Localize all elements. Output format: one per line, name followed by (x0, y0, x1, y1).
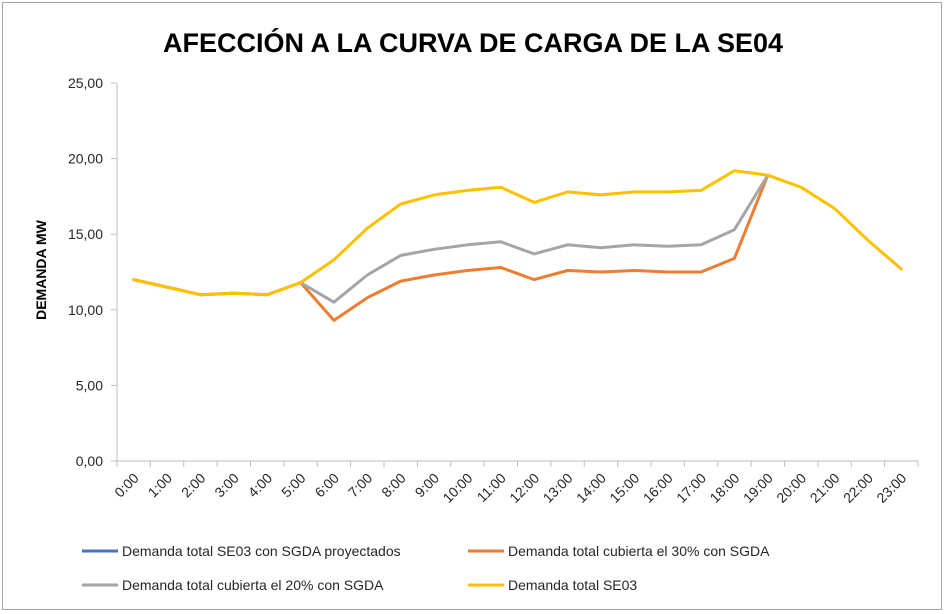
legend-entry: Demanda total cubierta el 30% con SGDA (508, 543, 770, 559)
x-tick-label: 6:00 (311, 470, 342, 501)
chart-title: AFECCIÓN A LA CURVA DE CARGA DE LA SE04 (163, 27, 783, 58)
y-tick-label: 25,00 (68, 75, 103, 91)
y-axis-label: DEMANDA MW (33, 219, 49, 320)
y-tick-label: 0,00 (76, 453, 103, 469)
legend-entry: Demanda total SE03 (508, 577, 637, 593)
x-tick-label: 1:00 (145, 470, 176, 501)
x-tick-label: 21:00 (807, 470, 843, 506)
x-tick-label: 0:00 (111, 470, 142, 501)
x-tick-label: 20:00 (773, 470, 809, 506)
x-tick-label: 17:00 (673, 470, 709, 506)
x-tick-label: 10:00 (439, 470, 475, 506)
x-tick-label: 5:00 (278, 470, 309, 501)
x-tick-label: 9:00 (412, 470, 443, 501)
x-tick-label: 22:00 (840, 470, 876, 506)
x-tick-label: 12:00 (506, 470, 542, 506)
x-tick-label: 2:00 (178, 470, 209, 501)
x-tick-label: 13:00 (540, 470, 576, 506)
x-tick-label: 14:00 (573, 470, 609, 506)
x-tick-label: 16:00 (640, 470, 676, 506)
series-line-4 (132, 169, 903, 297)
y-tick-label: 5,00 (76, 377, 103, 393)
x-tick-label: 19:00 (740, 470, 776, 506)
y-tick-label: 10,00 (68, 302, 103, 318)
legend-entry: Demanda total cubierta el 20% con SGDA (122, 577, 384, 593)
x-tick-label: 3:00 (211, 470, 242, 501)
x-tick-label: 8:00 (378, 470, 409, 501)
y-tick-label: 20,00 (68, 151, 103, 167)
x-tick-label: 23:00 (873, 470, 909, 506)
x-tick-label: 4:00 (245, 470, 276, 501)
legend-entry: Demanda total SE03 con SGDA proyectados (122, 543, 401, 559)
x-tick-label: 15:00 (606, 470, 642, 506)
x-tick-label: 7:00 (345, 470, 376, 501)
series-line-3 (132, 173, 770, 304)
y-tick-label: 15,00 (68, 226, 103, 242)
x-tick-label: 11:00 (474, 470, 510, 506)
x-tick-label: 18:00 (706, 470, 742, 506)
